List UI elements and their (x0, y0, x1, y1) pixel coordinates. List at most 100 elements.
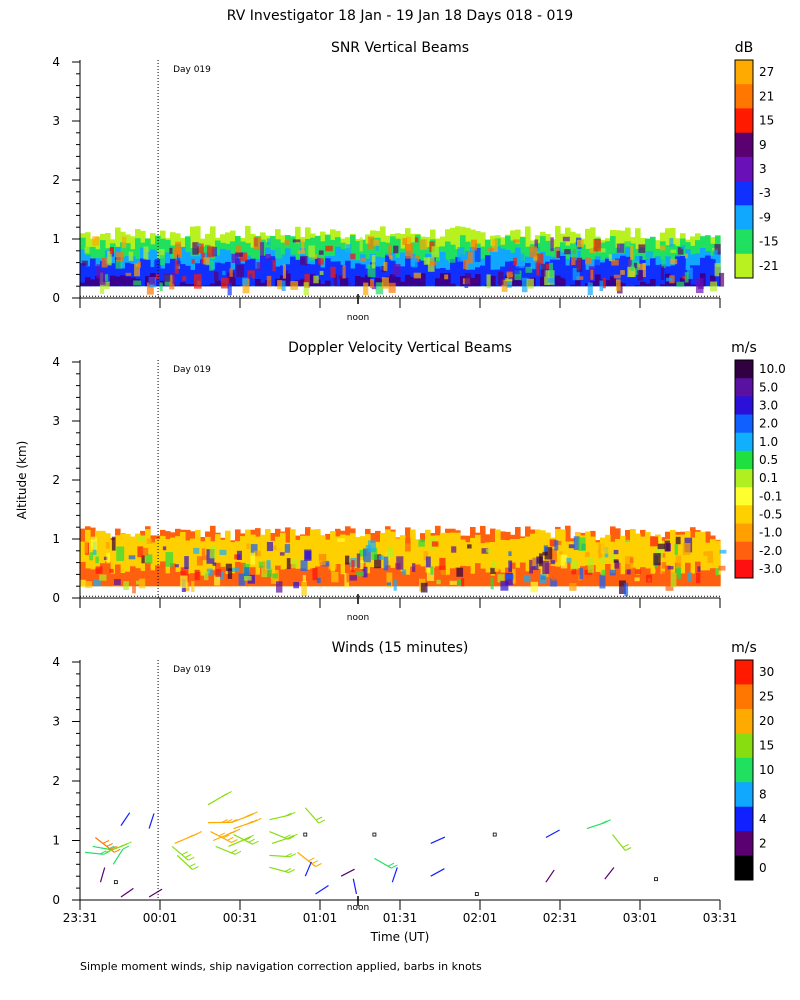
heatmap-speckle (660, 266, 665, 280)
barb-feather (288, 869, 295, 873)
heatmap-cell (280, 532, 286, 587)
heatmap-cell (435, 566, 441, 587)
heatmap-speckle (559, 551, 563, 555)
heatmap-cell (415, 539, 421, 587)
heatmap-speckle (325, 245, 333, 252)
heatmap-speckle (106, 552, 111, 564)
heatmap-cell (450, 283, 456, 287)
heatmap-cell (670, 530, 676, 587)
heatmap-speckle (381, 266, 385, 273)
heatmap-speckle (132, 581, 136, 594)
heatmap-cell (635, 533, 641, 587)
heatmap-cell (555, 259, 561, 287)
heatmap-cell (255, 268, 261, 287)
heatmap-speckle (84, 247, 90, 254)
heatmap-cell (305, 569, 311, 587)
heatmap-cell (155, 565, 161, 587)
panel-title: Winds (15 minutes) (332, 640, 469, 656)
heatmap-speckle (522, 277, 528, 293)
barb-feather (117, 844, 124, 849)
heatmap-cell (260, 534, 266, 587)
colorbar-label: -15 (759, 235, 779, 249)
heatmap-speckle (176, 254, 180, 264)
heatmap-speckle (292, 239, 301, 243)
colorbar-label: -2.0 (759, 544, 782, 558)
y-tick-label: 0 (52, 291, 60, 305)
heatmap-speckle (167, 575, 174, 585)
heatmap-speckle (675, 536, 681, 545)
heatmap-speckle (563, 267, 569, 280)
colorbar-label: -0.5 (759, 507, 782, 521)
wind-barb (171, 845, 195, 861)
y-axis-label: Altitude (km) (15, 441, 29, 520)
heatmap-cell (155, 538, 161, 587)
barb-feather (114, 848, 121, 853)
calm-marker (303, 832, 308, 837)
heatmap-speckle (373, 239, 380, 246)
calm-marker (654, 877, 658, 882)
colorbar-label: -3 (759, 186, 771, 200)
heatmap-speckle (670, 249, 677, 253)
heatmap-speckle (266, 560, 271, 569)
heatmap-cell (325, 562, 331, 587)
heatmap-speckle (196, 556, 203, 566)
x-tick-label: 02:31 (543, 911, 578, 925)
heatmap-cell (555, 529, 561, 587)
heatmap-cell (715, 574, 721, 587)
heatmap-cell (135, 533, 141, 587)
colorbar-swatch (735, 229, 753, 255)
heatmap-speckle (718, 565, 726, 571)
heatmap-cell (150, 542, 156, 587)
heatmap-cell (480, 265, 486, 287)
barb-staff (430, 868, 445, 877)
barb-staff (545, 869, 555, 883)
x-tick-label: 00:01 (143, 911, 178, 925)
heatmap-speckle (258, 561, 266, 568)
heatmap-speckle (625, 556, 633, 570)
colorbar-swatch (735, 684, 753, 710)
heatmap-cell (480, 568, 486, 587)
heatmap-speckle (556, 250, 561, 258)
heatmap-cell (365, 573, 371, 587)
heatmap-cell (80, 263, 86, 287)
heatmap-cell (680, 256, 686, 287)
wind-barb (207, 818, 238, 824)
barb-staff (215, 845, 236, 855)
heatmap-cell (125, 276, 131, 287)
heatmap-speckle (719, 272, 725, 287)
heatmap-speckle (571, 568, 577, 575)
heatmap-speckle (572, 268, 580, 281)
heatmap-speckle (710, 281, 718, 292)
barb-staff (176, 854, 193, 871)
colorbar-swatch (735, 487, 753, 506)
heatmap-speckle (624, 574, 630, 580)
heatmap-speckle (301, 580, 307, 596)
heatmap-speckle (626, 569, 631, 575)
heatmap-cell (685, 531, 691, 587)
heatmap-speckle (128, 251, 134, 261)
wind-barb (304, 807, 326, 824)
heatmap-speckle (600, 557, 605, 563)
heatmap-cell (475, 563, 481, 587)
footer-note: Simple moment winds, ship navigation cor… (80, 960, 482, 973)
heatmap-speckle (474, 247, 481, 262)
heatmap-speckle (418, 539, 425, 547)
heatmap-cell (410, 266, 416, 287)
heatmap-speckle (715, 568, 719, 577)
heatmap-speckle (246, 543, 250, 549)
heatmap-speckle (569, 583, 577, 591)
wind-barb (113, 880, 118, 885)
heatmap-speckle (505, 278, 513, 282)
heatmap-speckle (590, 269, 594, 280)
colorbar-swatch (735, 84, 753, 109)
heatmap-speckle (714, 244, 721, 255)
colorbar-frame (734, 359, 754, 579)
heatmap-speckle (142, 547, 149, 556)
barb-staff (612, 834, 626, 851)
y-tick-label: 3 (52, 715, 60, 729)
heatmap-speckle (576, 257, 583, 273)
heatmap-speckle (351, 560, 355, 573)
heatmap-speckle (703, 551, 708, 556)
barb-staff (171, 845, 189, 861)
heatmap-speckle (585, 257, 592, 265)
